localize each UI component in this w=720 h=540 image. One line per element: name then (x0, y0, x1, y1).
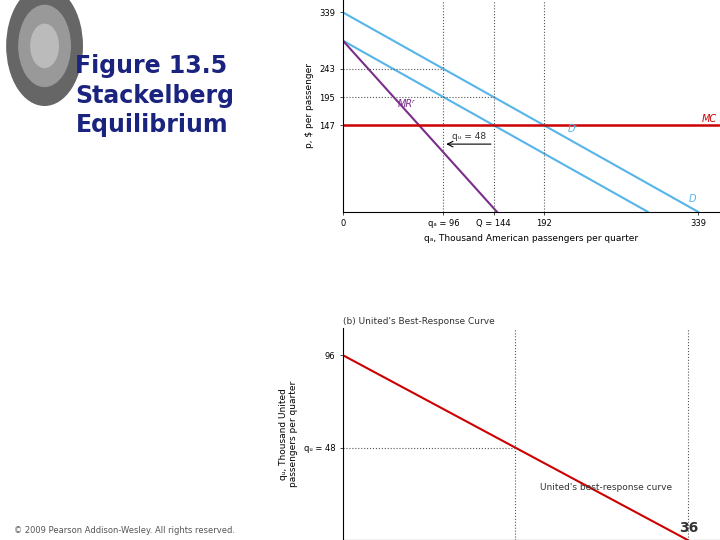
Y-axis label: p, $ per passenger: p, $ per passenger (305, 63, 314, 149)
Text: MC: MC (702, 114, 717, 124)
Text: (b) United's Best-Response Curve: (b) United's Best-Response Curve (343, 317, 495, 326)
Y-axis label: qᵤ, Thousand United
passengers per quarter: qᵤ, Thousand United passengers per quart… (279, 381, 298, 487)
Text: qᵤ = 48: qᵤ = 48 (451, 132, 485, 140)
Circle shape (19, 5, 71, 86)
X-axis label: qₐ, Thousand American passengers per quarter: qₐ, Thousand American passengers per qua… (424, 234, 639, 243)
Text: United's best-response curve: United's best-response curve (541, 483, 672, 492)
Text: © 2009 Pearson Addison-Wesley. All rights reserved.: © 2009 Pearson Addison-Wesley. All right… (14, 525, 235, 535)
Text: MRʳ: MRʳ (397, 99, 415, 109)
Text: 36: 36 (679, 521, 698, 535)
Text: D: D (688, 194, 696, 204)
Text: Dʳ: Dʳ (568, 124, 578, 134)
Circle shape (31, 24, 58, 68)
Circle shape (7, 0, 82, 105)
Text: Figure 13.5
Stackelberg
Equilibrium: Figure 13.5 Stackelberg Equilibrium (76, 54, 235, 137)
